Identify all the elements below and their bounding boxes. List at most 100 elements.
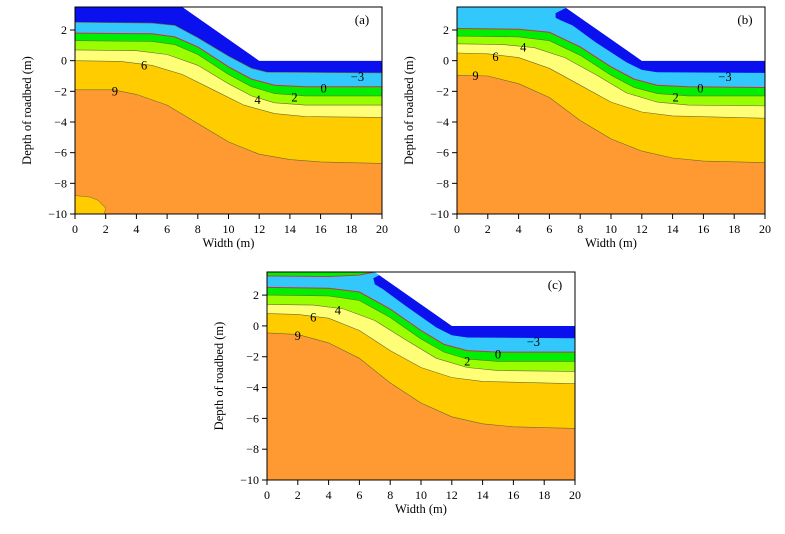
x-tick-label: 4 [326, 488, 332, 502]
contour-label: 4 [255, 93, 262, 107]
contour-line-0 [75, 32, 382, 88]
y-tick-label: −10 [48, 207, 67, 221]
contour-label: 2 [673, 90, 679, 104]
y-axis-title: Depth of roadbed (m) [402, 56, 416, 165]
contour-line-6 [457, 52, 765, 119]
x-tick-label: 14 [284, 222, 296, 236]
x-tick-label: 16 [507, 488, 519, 502]
contour-fills [267, 272, 575, 480]
panel-tag: (a) [355, 12, 369, 27]
x-tick-label: 10 [415, 488, 427, 502]
contour-line-0 [457, 28, 765, 88]
contour-label: 9 [112, 84, 118, 98]
x-tick-label: 4 [516, 222, 522, 236]
band-below-level-9 [75, 89, 382, 214]
x-tick-label: 0 [454, 222, 460, 236]
contour-line-2 [267, 294, 575, 362]
y-tick-label: −2 [246, 350, 259, 364]
contour-label: 0 [495, 347, 501, 361]
band-below-level-9 [457, 75, 765, 214]
y-tick-label: 2 [61, 23, 67, 37]
x-tick-label: 18 [728, 222, 740, 236]
contour-label: 4 [335, 304, 342, 318]
panel-tag: (b) [737, 12, 752, 27]
contour-line-9 [75, 89, 382, 164]
x-tick-label: 12 [253, 222, 265, 236]
y-tick-label: −4 [54, 115, 67, 129]
surface-zero-isotherm [267, 272, 375, 278]
y-tick-label: 0 [253, 319, 259, 333]
y-tick-label: −8 [246, 442, 259, 456]
contour-line-6 [75, 60, 382, 118]
y-tick-label: 0 [443, 54, 449, 68]
contour-label: −3 [351, 70, 364, 84]
y-tick-label: −6 [436, 146, 449, 160]
x-axis-title: Width (m) [395, 502, 447, 516]
x-tick-label: 14 [667, 222, 679, 236]
y-axis-title: Depth of roadbed (m) [212, 322, 226, 431]
x-tick-label: 4 [133, 222, 139, 236]
y-tick-label: −10 [430, 207, 449, 221]
y-tick-label: −10 [240, 473, 259, 487]
contour-label: 6 [492, 50, 498, 64]
x-tick-label: 18 [538, 488, 550, 502]
x-tick-label: 2 [485, 222, 491, 236]
x-tick-label: 18 [345, 222, 357, 236]
x-tick-label: 20 [569, 488, 581, 502]
contour-fills [75, 7, 382, 214]
contour-label: 9 [295, 329, 301, 343]
panel-a: 694 20−3(a)0 2 4 6 8 10 12 14 16 18 2020−2−4−6−8−10… [20, 6, 388, 250]
y-tick-label: −8 [436, 176, 449, 190]
x-tick-label: 8 [195, 222, 201, 236]
x-tick-label: 20 [759, 222, 771, 236]
x-tick-label: 8 [387, 488, 393, 502]
air-region [457, 7, 765, 61]
contour-label: 6 [310, 310, 316, 324]
x-tick-label: 16 [697, 222, 709, 236]
x-tick-label: 0 [72, 222, 78, 236]
contour-island [75, 195, 107, 214]
cold-zone [373, 275, 575, 339]
y-tick-label: −8 [54, 176, 67, 190]
x-tick-label: 6 [546, 222, 552, 236]
x-axis-title: Width (m) [203, 236, 255, 250]
contour-line-9 [267, 332, 575, 429]
contour-line-4 [75, 49, 382, 106]
contour-label: 2 [464, 354, 470, 368]
x-tick-label: 16 [315, 222, 327, 236]
contour-line-6 [267, 313, 575, 384]
x-tick-label: 12 [446, 488, 458, 502]
y-tick-label: −6 [54, 146, 67, 160]
contour-label: 0 [321, 81, 327, 95]
x-tick-label: 2 [295, 488, 301, 502]
air-region [267, 272, 575, 326]
x-tick-label: 6 [356, 488, 362, 502]
contour-label: 2 [291, 90, 297, 104]
contour-line-2 [457, 35, 765, 97]
x-axis-title: Width (m) [585, 236, 637, 250]
contour-line-4 [267, 304, 575, 372]
y-tick-label: −4 [246, 381, 259, 395]
x-tick-label: 12 [636, 222, 648, 236]
y-tick-label: −2 [54, 84, 67, 98]
contour-line-9 [457, 74, 765, 163]
air-region [75, 7, 382, 61]
y-tick-label: −4 [436, 115, 449, 129]
contour-line-4 [457, 43, 765, 107]
y-tick-label: −6 [246, 411, 259, 425]
panel-tag: (c) [548, 277, 562, 292]
x-tick-label: 10 [605, 222, 617, 236]
contour-label: 0 [697, 81, 703, 95]
contour-label: −3 [718, 70, 731, 84]
x-tick-label: 6 [164, 222, 170, 236]
y-tick-label: 2 [443, 23, 449, 37]
contour-fills [457, 7, 765, 214]
contour-label: −3 [527, 335, 540, 349]
x-tick-label: 8 [577, 222, 583, 236]
contour-line-0 [267, 286, 575, 353]
y-axis-title: Depth of roadbed (m) [20, 56, 34, 165]
y-tick-label: −2 [436, 84, 449, 98]
